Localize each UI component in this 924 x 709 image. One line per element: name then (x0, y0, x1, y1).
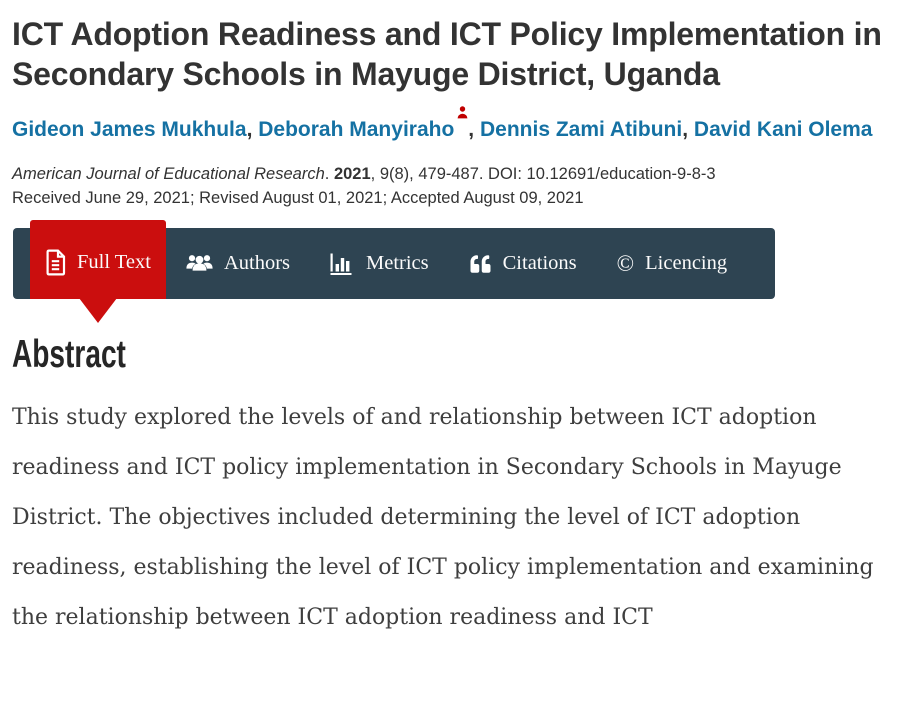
author-separator: , (246, 118, 253, 141)
journal-citation: American Journal of Educational Research… (12, 162, 912, 186)
article-history: Received June 29, 2021; Revised August 0… (12, 189, 584, 207)
tab-authors[interactable]: Authors (166, 228, 310, 299)
author-list: Gideon James Mukhula, Deborah Manyiraho,… (12, 103, 912, 149)
copyright-icon: © (616, 251, 635, 276)
bar-chart-icon (330, 252, 355, 275)
corresponding-author-icon[interactable] (457, 106, 468, 132)
journal-year: 2021 (333, 165, 371, 183)
author-separator: , (468, 118, 475, 141)
file-text-icon (45, 249, 66, 276)
author-separator: , (682, 118, 689, 141)
tab-label: Full Text (77, 251, 151, 273)
page-title: ICT Adoption Readiness and ICT Policy Im… (12, 16, 882, 92)
journal-separator: . (324, 165, 334, 183)
tab-full-text[interactable]: Full Text (30, 220, 166, 299)
tab-label: Authors (223, 252, 290, 274)
journal-name: American Journal of Educational Research (12, 165, 325, 183)
author-link[interactable]: Deborah Manyiraho (258, 118, 455, 141)
tab-label: Licencing (645, 252, 728, 274)
tab-citations[interactable]: Citations (449, 228, 597, 299)
author-link[interactable]: Dennis Zami Atibuni (479, 118, 683, 141)
tab-label: Citations (502, 252, 577, 274)
tab-licencing[interactable]: © Licencing (597, 228, 747, 299)
tab-metrics[interactable]: Metrics (310, 228, 449, 299)
users-icon (186, 253, 213, 274)
article-tab-bar: Full Text Authors Metrics (13, 220, 776, 299)
journal-issue-doi: , 9(8), 479-487. DOI: 10.12691/education… (370, 165, 716, 183)
tab-label: Metrics (366, 252, 429, 274)
author-link[interactable]: Gideon James Mukhula (12, 118, 247, 141)
author-link[interactable]: David Kani Olema (693, 118, 873, 141)
quote-icon (469, 254, 492, 274)
abstract-text: This study explored the levels of and re… (12, 405, 874, 630)
abstract-heading: Abstract (12, 333, 126, 376)
